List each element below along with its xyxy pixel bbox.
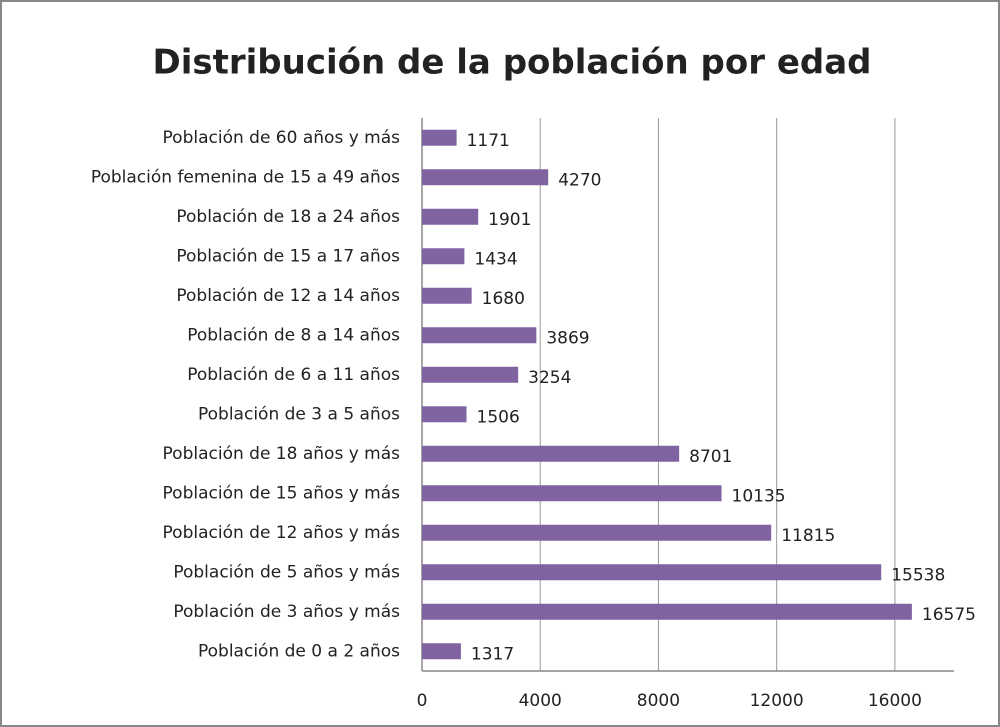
x-tick-label: 0 [417, 691, 428, 711]
y-tick-label: Población de 6 a 11 años [187, 365, 400, 385]
y-tick-label: Población de 18 a 24 años [176, 207, 400, 227]
bar [422, 564, 882, 581]
y-tick-label: Población de 12 a 14 años [176, 286, 400, 306]
value-label: 1317 [471, 644, 514, 664]
value-label: 1506 [477, 407, 520, 427]
y-tick-label: Población de 0 a 2 años [198, 641, 400, 661]
value-label: 1434 [474, 249, 517, 269]
value-label: 3254 [528, 368, 571, 388]
bar [422, 445, 680, 462]
bar [422, 248, 465, 265]
bar [422, 129, 457, 146]
bar [422, 327, 537, 344]
value-label: 1901 [488, 210, 531, 230]
bar [422, 603, 912, 620]
y-tick-label: Población de 12 años y más [163, 523, 401, 543]
x-tick-label: 12000 [750, 691, 804, 711]
y-tick-label: Población de 3 a 5 años [198, 404, 400, 424]
x-tick-label: 16000 [868, 691, 922, 711]
value-label: 1680 [482, 289, 525, 309]
bar [422, 643, 461, 660]
value-label: 16575 [922, 605, 976, 625]
y-tick-label: Población de 15 años y más [163, 483, 401, 503]
value-label: 4270 [558, 170, 601, 190]
y-tick-label: Población de 8 a 14 años [187, 325, 400, 345]
value-label: 1171 [467, 131, 510, 151]
bar [422, 406, 467, 423]
bar [422, 287, 472, 304]
bar [422, 208, 479, 225]
value-label: 3869 [546, 328, 589, 348]
bar [422, 524, 772, 541]
y-tick-label: Población de 60 años y más [163, 128, 401, 148]
chart-title: Distribución de la población por edad [152, 43, 871, 83]
value-label: 11815 [781, 526, 835, 546]
bar [422, 169, 549, 186]
y-tick-label: Población de 3 años y más [173, 602, 400, 622]
bar [422, 366, 519, 383]
bar [422, 485, 722, 502]
y-tick-label: Población de 15 a 17 años [176, 246, 400, 266]
y-tick-label: Población de 5 años y más [173, 562, 400, 582]
value-label: 15538 [891, 565, 945, 585]
x-tick-label: 4000 [519, 691, 562, 711]
y-tick-label: Población de 18 años y más [163, 444, 401, 464]
value-label: 10135 [732, 486, 786, 506]
x-tick-label: 8000 [637, 691, 680, 711]
y-tick-label: Población femenina de 15 a 49 años [91, 167, 400, 187]
value-label: 8701 [689, 447, 732, 467]
